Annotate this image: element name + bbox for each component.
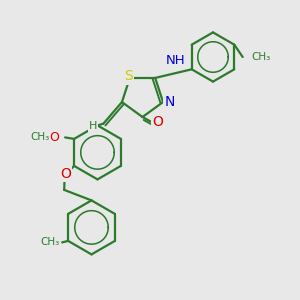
Text: CH₃: CH₃ (252, 52, 271, 62)
Text: CH₃: CH₃ (30, 132, 50, 142)
Text: O: O (49, 131, 59, 144)
Text: O: O (152, 115, 163, 128)
Text: CH₃: CH₃ (40, 237, 60, 248)
Text: N: N (164, 95, 175, 109)
Text: S: S (124, 69, 133, 83)
Text: O: O (60, 167, 71, 181)
Text: H: H (89, 121, 97, 131)
Text: NH: NH (165, 54, 185, 68)
